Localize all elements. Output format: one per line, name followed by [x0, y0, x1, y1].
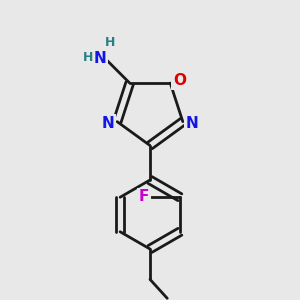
- Text: N: N: [102, 116, 115, 131]
- Text: O: O: [173, 73, 186, 88]
- Text: N: N: [185, 116, 198, 131]
- Text: F: F: [139, 189, 149, 204]
- Text: N: N: [94, 51, 106, 66]
- Text: H: H: [105, 36, 115, 49]
- Text: H: H: [83, 51, 93, 64]
